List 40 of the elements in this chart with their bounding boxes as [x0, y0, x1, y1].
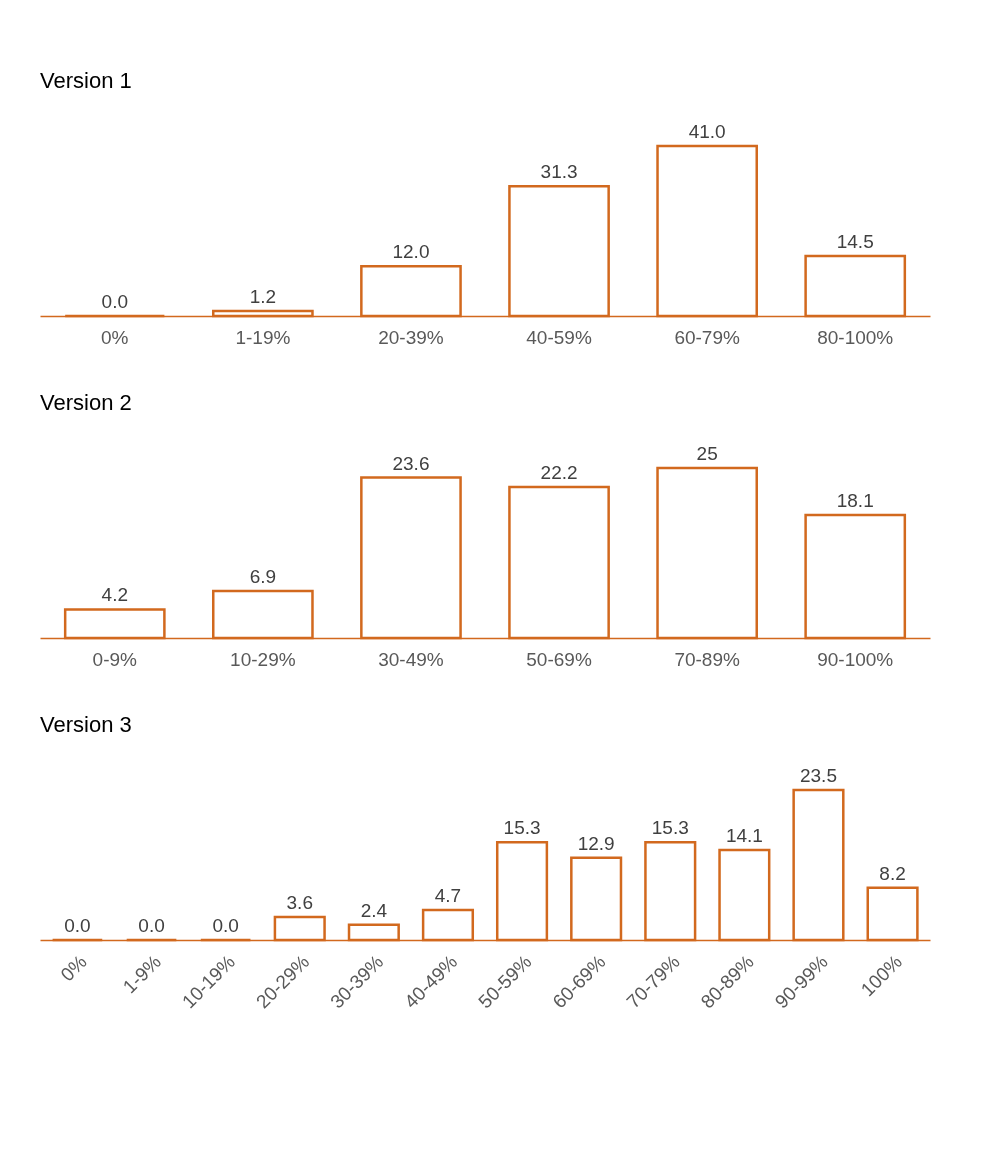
- data-label: 2.4: [360, 899, 388, 921]
- data-label: 41.0: [688, 121, 726, 142]
- x-tick-label: 20-39%: [378, 326, 444, 348]
- data-label: 8.2: [879, 862, 906, 884]
- chart-title: Version 1: [40, 68, 132, 93]
- data-label: 12.9: [577, 832, 615, 854]
- x-tick-label: 0%: [56, 951, 91, 986]
- data-label: 0.0: [64, 915, 91, 936]
- x-tick-label: 90-100%: [817, 648, 894, 670]
- data-label: 3.6: [286, 892, 313, 914]
- data-label: 23.6: [392, 452, 430, 474]
- x-tick-label: 10-29%: [230, 648, 296, 670]
- data-label: 1.2: [249, 286, 277, 308]
- data-label: 0.0: [212, 915, 239, 936]
- x-tick-label: 40-59%: [526, 326, 592, 348]
- data-label: 25: [696, 443, 718, 464]
- chart-title: Version 2: [40, 390, 132, 415]
- x-tick-label: 60-79%: [674, 326, 740, 348]
- data-label: 6.9: [249, 566, 277, 588]
- data-label: 31.3: [540, 161, 578, 183]
- x-tick-label: 70-89%: [674, 648, 740, 670]
- data-label: 0.0: [138, 915, 165, 936]
- x-tick-label: 30-49%: [378, 648, 444, 670]
- x-tick-label: 1-19%: [235, 326, 291, 348]
- data-label: 15.3: [651, 817, 689, 839]
- chart-title: Version 3: [40, 712, 132, 737]
- data-label: 12.0: [392, 241, 430, 263]
- data-label: 14.5: [836, 230, 874, 252]
- data-label: 15.3: [503, 817, 541, 839]
- x-tick-label: 0-9%: [92, 648, 138, 670]
- data-label: 4.7: [434, 885, 462, 906]
- data-label: 23.5: [799, 765, 837, 786]
- x-tick-label: 80-100%: [817, 326, 894, 348]
- data-label: 18.1: [836, 489, 874, 511]
- data-label: 0.0: [101, 291, 128, 312]
- data-label: 4.2: [101, 584, 128, 606]
- data-label: 14.1: [725, 825, 763, 846]
- data-label: 22.2: [540, 462, 578, 484]
- x-tick-label: 0%: [101, 326, 129, 348]
- x-tick-label: 50-69%: [526, 648, 592, 670]
